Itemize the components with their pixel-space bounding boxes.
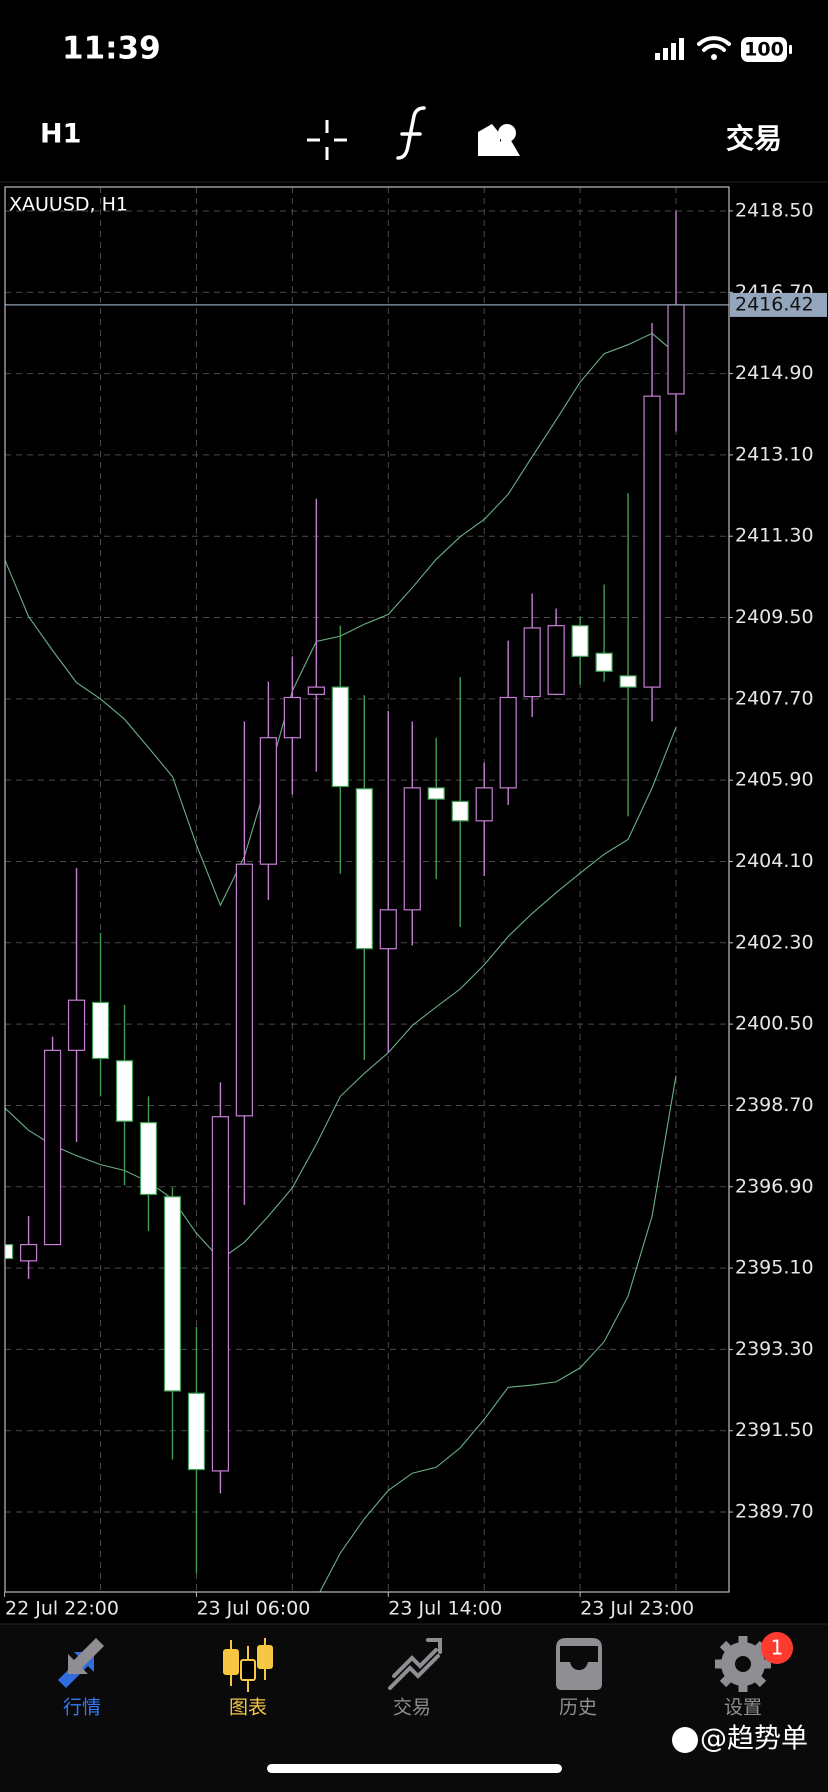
candle-body [115, 1060, 134, 1122]
tab-label[interactable]: 交易 [393, 1697, 431, 1719]
candle-body [91, 1001, 110, 1060]
timeframe-button[interactable]: H1 [40, 119, 81, 150]
tab-label[interactable]: 设置 [724, 1697, 762, 1719]
history-icon[interactable] [556, 1638, 602, 1690]
signal-icon [655, 38, 684, 60]
bollinger-band [5, 727, 677, 1261]
y-tick-label: 2402.30 [735, 931, 814, 953]
trade-button[interactable]: 交易 [726, 122, 782, 155]
y-tick-label: 2393.30 [735, 1338, 814, 1360]
candle-body [667, 304, 685, 395]
quotes-icon[interactable] [58, 1638, 104, 1688]
candle-body [451, 800, 469, 822]
x-tick-label: 23 Jul 23:00 [580, 1598, 694, 1620]
y-tick-label: 2400.50 [735, 1013, 814, 1035]
badge [761, 1632, 793, 1664]
watermark-logo [672, 1727, 698, 1753]
candle-body [211, 1116, 230, 1472]
plot-area [5, 210, 729, 1592]
candle-body [43, 1049, 62, 1246]
candle-body [5, 1243, 14, 1260]
objects-button[interactable] [478, 124, 520, 156]
candle-body [139, 1122, 158, 1196]
candle-body [547, 625, 565, 695]
candle-body [475, 787, 493, 822]
y-tick-label: 2396.90 [735, 1175, 814, 1197]
y-tick-label: 2413.10 [735, 443, 814, 465]
badge-count: 1 [771, 1636, 784, 1660]
x-tick-label: 22 Jul 22:00 [5, 1598, 119, 1620]
indicators-button[interactable] [396, 106, 426, 160]
candle-body [67, 999, 86, 1051]
candle-body [523, 627, 541, 698]
candle-body [643, 395, 661, 688]
candle-body [331, 686, 349, 788]
candle-body [163, 1196, 182, 1392]
candle-body [187, 1392, 206, 1471]
candle-body [595, 652, 613, 672]
clock: 11:39 [62, 31, 161, 67]
tab-label[interactable]: 历史 [559, 1697, 597, 1719]
y-tick-label: 2405.90 [735, 769, 814, 791]
price-label: 2416.42 [735, 293, 814, 315]
x-tick-label: 23 Jul 14:00 [388, 1598, 502, 1620]
y-tick-label: 2409.50 [735, 606, 814, 628]
wifi-icon [697, 36, 731, 60]
y-tick-label: 2398.70 [735, 1094, 814, 1116]
x-tick-label: 23 Jul 06:00 [196, 1598, 310, 1620]
battery-icon [741, 37, 787, 62]
watermark: @趋势单 [700, 1724, 808, 1755]
candle-body [259, 737, 277, 865]
tab-label[interactable]: 行情 [63, 1697, 101, 1719]
crosshair-button[interactable] [307, 120, 347, 160]
candle-body [307, 686, 325, 695]
candle-body [619, 675, 637, 688]
y-tick-label: 2391.50 [735, 1419, 814, 1441]
candle-body [379, 909, 397, 950]
y-tick-label: 2418.50 [735, 199, 814, 221]
y-tick-label: 2407.70 [735, 687, 814, 709]
y-tick-label: 2395.10 [735, 1257, 814, 1279]
chart-title: XAUUSD, H1 [9, 194, 128, 216]
y-tick-label: 2404.10 [735, 850, 814, 872]
tab-labels: 行情 图表 交易 历史 设置 [63, 1697, 762, 1719]
candle-body [427, 787, 445, 800]
trade-icon[interactable] [388, 1638, 442, 1690]
chart-frame [4, 186, 730, 1593]
tab-label[interactable]: 图表 [229, 1697, 267, 1719]
chart-icon[interactable] [223, 1638, 273, 1692]
candle-body [235, 863, 253, 1117]
battery-level: 100 [744, 39, 784, 61]
axis-layer: 2389.70 2391.50 2393.30 2395.10 2396.90 2398.… [4, 199, 827, 1620]
battery-tip [789, 45, 792, 54]
candle-body [571, 625, 589, 657]
candle-body [19, 1243, 38, 1262]
candle-body [283, 696, 301, 739]
y-tick-label: 2414.90 [735, 362, 814, 384]
bollinger-band [319, 1075, 677, 1592]
y-tick-label: 2411.30 [735, 525, 814, 547]
settings-icon[interactable] [715, 1636, 771, 1692]
home-indicator [267, 1764, 562, 1773]
candle-body [355, 788, 373, 950]
candle-body [403, 787, 421, 911]
y-tick-label: 2389.70 [735, 1501, 814, 1523]
price-label-box [730, 292, 827, 317]
candle-body [499, 696, 517, 789]
